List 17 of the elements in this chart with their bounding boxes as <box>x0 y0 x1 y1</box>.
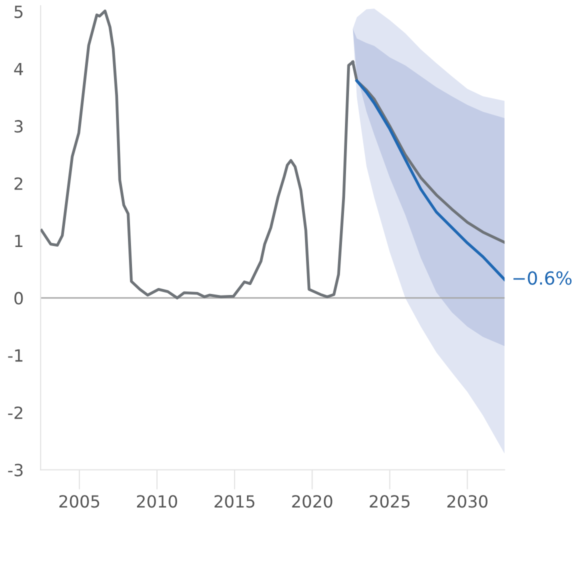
x-tick-label: 2005 <box>59 495 100 508</box>
y-tick-label: 4 <box>14 62 23 76</box>
x-tick-label: 2025 <box>370 495 410 508</box>
y-tick-label: 0 <box>14 292 23 305</box>
y-tick-label: 5 <box>14 6 22 18</box>
x-tick-label: 2020 <box>292 495 332 508</box>
annotation: −0.6% <box>513 271 572 285</box>
y-tick-label: 2 <box>14 177 22 190</box>
line-series <box>355 79 505 282</box>
x-tick-label: 2030 <box>447 495 488 508</box>
y-tick-label: -1 <box>8 349 22 362</box>
x-tick-label: 2010 <box>137 495 178 508</box>
y-tick-label: -2 <box>8 406 22 419</box>
x-tick-label: 2015 <box>214 495 254 508</box>
y-tick-label: 3 <box>14 120 23 133</box>
y-tick-label: -3 <box>8 464 23 476</box>
y-tick-label: 1 <box>15 234 22 247</box>
